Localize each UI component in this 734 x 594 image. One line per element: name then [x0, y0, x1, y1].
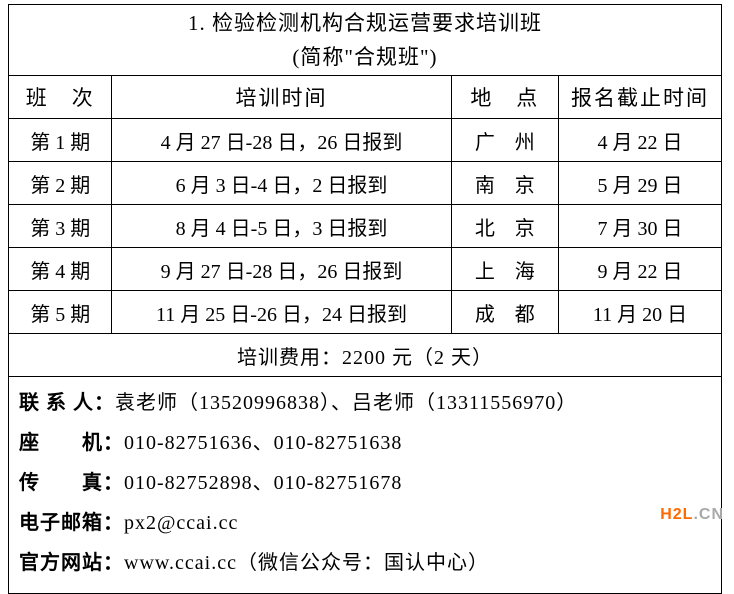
contact-email: 电子邮箱：px2@ccai.cc	[19, 503, 721, 543]
contact-fax-label: 传 真：	[19, 472, 124, 494]
training-table: 1. 检验检测机构合规运营要求培训班 (简称"合规班") 班 次 培训时间 地 …	[8, 4, 722, 594]
watermark: H2L.CN	[660, 506, 724, 524]
table-row: 第 1 期 4 月 27 日-28 日，26 日报到 广 州 4 月 22 日	[9, 119, 722, 162]
contact-site-label: 官方网站：	[19, 552, 124, 574]
table-row: 第 4 期 9 月 27 日-28 日，26 日报到 上 海 9 月 22 日	[9, 248, 722, 291]
cell-time: 8 月 4 日-5 日，3 日报到	[112, 205, 451, 248]
contact-fax: 传 真：010-82752898、010-82751678	[19, 463, 721, 503]
cell-deadline: 9 月 22 日	[559, 248, 722, 291]
cell-deadline: 11 月 20 日	[559, 291, 722, 334]
cell-deadline: 7 月 30 日	[559, 205, 722, 248]
table-row: 第 5 期 11 月 25 日-26 日，24 日报到 成 都 11 月 20 …	[9, 291, 722, 334]
contact-person: 联 系 人：袁老师（13520996838）、吕老师（13311556970）	[19, 383, 721, 423]
cell-session: 第 1 期	[9, 119, 112, 162]
cell-session: 第 3 期	[9, 205, 112, 248]
header-deadline: 报名截止时间	[559, 76, 722, 119]
cell-time: 4 月 27 日-28 日，26 日报到	[112, 119, 451, 162]
fee-cell: 培训费用：2200 元（2 天）	[9, 334, 722, 377]
contact-tel-label: 座 机：	[19, 432, 124, 454]
header-session: 班 次	[9, 76, 112, 119]
title-line1: 1. 检验检测机构合规运营要求培训班	[188, 11, 542, 35]
cell-deadline: 5 月 29 日	[559, 162, 722, 205]
header-location: 地 点	[451, 76, 559, 119]
contact-email-label: 电子邮箱：	[19, 512, 124, 534]
cell-location: 上 海	[451, 248, 559, 291]
table-row: 第 2 期 6 月 3 日-4 日，2 日报到 南 京 5 月 29 日	[9, 162, 722, 205]
contact-site: 官方网站：www.ccai.cc（微信公众号：国认中心）	[19, 543, 721, 583]
cell-location: 成 都	[451, 291, 559, 334]
contact-tel-value: 010-82751636、010-82751638	[124, 432, 402, 454]
contact-person-label: 联 系 人：	[19, 392, 115, 414]
cell-time: 11 月 25 日-26 日，24 日报到	[112, 291, 451, 334]
cell-location: 南 京	[451, 162, 559, 205]
watermark-part1: H2L	[660, 506, 693, 523]
contact-person-value: 袁老师（13520996838）、吕老师（13311556970）	[115, 392, 577, 414]
cell-location: 北 京	[451, 205, 559, 248]
cell-session: 第 4 期	[9, 248, 112, 291]
contact-email-value: px2@ccai.cc	[124, 512, 238, 534]
title-line2: (简称"合规班")	[292, 45, 437, 69]
table-title-cell: 1. 检验检测机构合规运营要求培训班 (简称"合规班")	[9, 5, 722, 76]
header-time: 培训时间	[112, 76, 451, 119]
cell-deadline: 4 月 22 日	[559, 119, 722, 162]
contact-tel: 座 机：010-82751636、010-82751638	[19, 423, 721, 463]
table-row: 第 3 期 8 月 4 日-5 日，3 日报到 北 京 7 月 30 日	[9, 205, 722, 248]
cell-location: 广 州	[451, 119, 559, 162]
cell-session: 第 5 期	[9, 291, 112, 334]
contact-fax-value: 010-82752898、010-82751678	[124, 472, 402, 494]
cell-session: 第 2 期	[9, 162, 112, 205]
cell-time: 6 月 3 日-4 日，2 日报到	[112, 162, 451, 205]
cell-time: 9 月 27 日-28 日，26 日报到	[112, 248, 451, 291]
contact-cell: 联 系 人：袁老师（13520996838）、吕老师（13311556970） …	[9, 377, 722, 594]
watermark-part2: .CN	[693, 506, 724, 523]
contact-site-value: www.ccai.cc（微信公众号：国认中心）	[124, 552, 489, 574]
